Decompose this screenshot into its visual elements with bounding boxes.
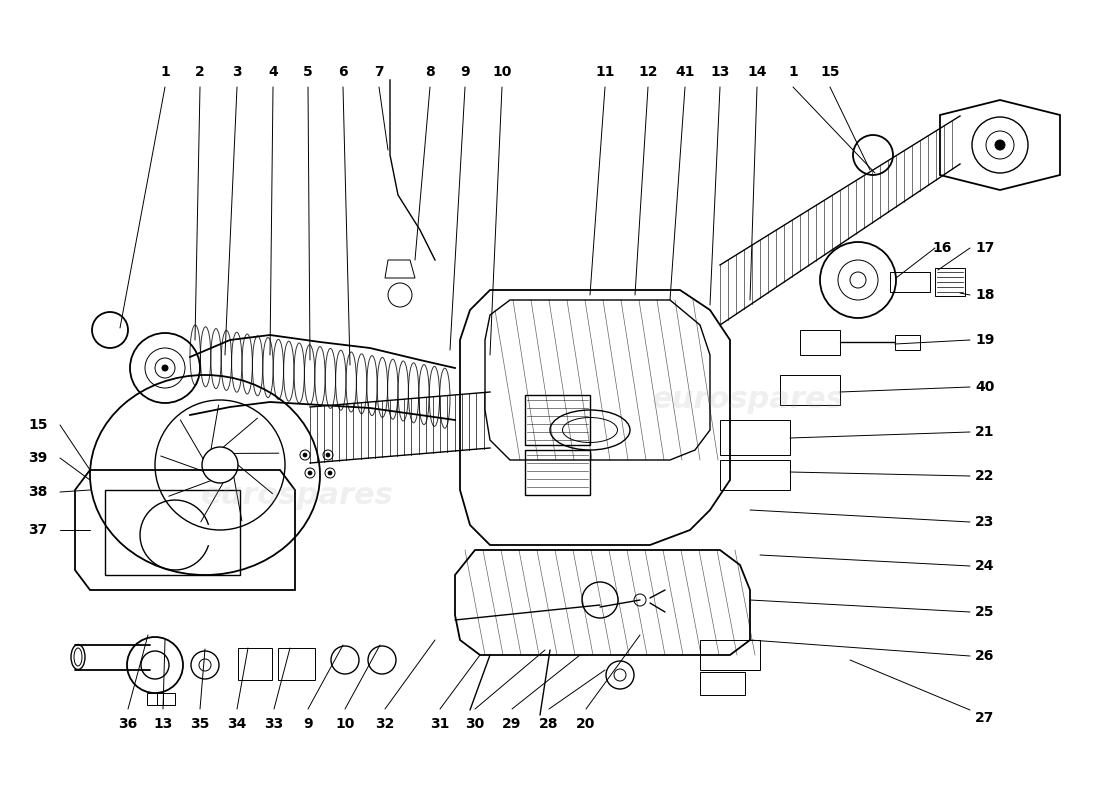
Text: 17: 17 [976, 241, 994, 255]
Text: 18: 18 [976, 288, 994, 302]
Text: 9: 9 [460, 65, 470, 79]
Text: 30: 30 [465, 717, 485, 731]
Text: 34: 34 [228, 717, 246, 731]
Text: 12: 12 [638, 65, 658, 79]
Text: eurospares: eurospares [200, 482, 394, 510]
Text: 28: 28 [539, 717, 559, 731]
Text: 15: 15 [29, 418, 47, 432]
Text: eurospares: eurospares [651, 386, 845, 414]
Text: 7: 7 [374, 65, 384, 79]
Circle shape [302, 453, 307, 457]
Text: 41: 41 [675, 65, 695, 79]
Text: 1: 1 [161, 65, 169, 79]
Text: 39: 39 [29, 451, 47, 465]
Text: 5: 5 [304, 65, 312, 79]
Circle shape [162, 365, 168, 371]
Text: 15: 15 [821, 65, 839, 79]
Text: 10: 10 [493, 65, 512, 79]
Text: 9: 9 [304, 717, 312, 731]
Text: 4: 4 [268, 65, 278, 79]
Circle shape [996, 140, 1005, 150]
Text: 3: 3 [232, 65, 242, 79]
Text: 8: 8 [425, 65, 435, 79]
Text: 20: 20 [576, 717, 596, 731]
Text: 29: 29 [503, 717, 521, 731]
Text: 33: 33 [264, 717, 284, 731]
Text: 16: 16 [933, 241, 952, 255]
Circle shape [326, 453, 330, 457]
Text: 25: 25 [976, 605, 994, 619]
Text: 38: 38 [29, 485, 47, 499]
Text: 2: 2 [195, 65, 205, 79]
Circle shape [308, 471, 312, 475]
Text: 32: 32 [375, 717, 395, 731]
Text: 21: 21 [976, 425, 994, 439]
Text: 23: 23 [976, 515, 994, 529]
Text: 1: 1 [788, 65, 798, 79]
Text: 10: 10 [336, 717, 354, 731]
Text: 22: 22 [976, 469, 994, 483]
Text: 24: 24 [976, 559, 994, 573]
Text: 40: 40 [976, 380, 994, 394]
Text: 6: 6 [338, 65, 348, 79]
Text: 19: 19 [976, 333, 994, 347]
Text: 26: 26 [976, 649, 994, 663]
Text: 11: 11 [595, 65, 615, 79]
Text: 36: 36 [119, 717, 138, 731]
Text: 27: 27 [976, 711, 994, 725]
Text: 31: 31 [430, 717, 450, 731]
Text: 14: 14 [747, 65, 767, 79]
Text: 35: 35 [190, 717, 210, 731]
Text: 37: 37 [29, 523, 47, 537]
Circle shape [328, 471, 332, 475]
Text: 13: 13 [711, 65, 729, 79]
Text: 13: 13 [153, 717, 173, 731]
